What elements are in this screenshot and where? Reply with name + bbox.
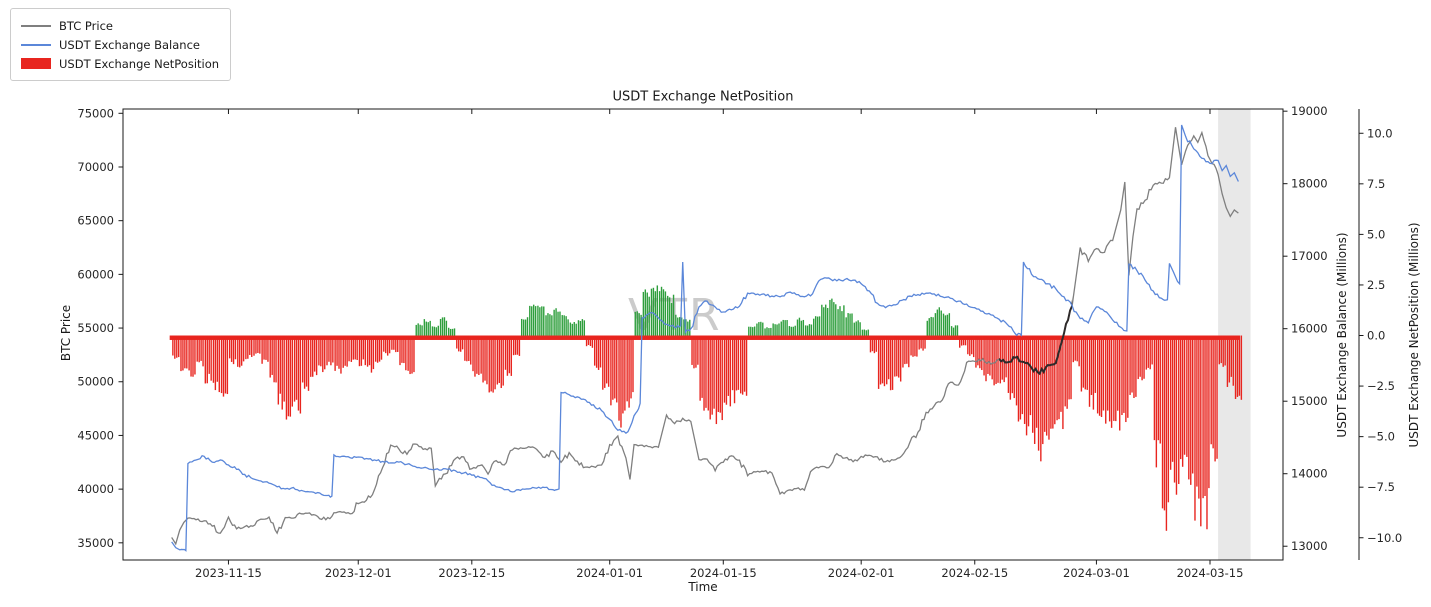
btc-line-swatch [21,24,51,27]
legend: BTC Price USDT Exchange Balance USDT Exc… [10,8,232,81]
svg-text:2024-01-01: 2024-01-01 [576,566,643,580]
legend-item-usdt-netposition: USDT Exchange NetPosition [21,54,219,73]
svg-text:50000: 50000 [77,375,114,389]
svg-text:2024-01-15: 2024-01-15 [690,566,757,580]
svg-text:19000: 19000 [1291,104,1328,118]
chart-title: USDT Exchange NetPosition [612,89,794,105]
svg-text:−2.5: −2.5 [1367,379,1395,393]
svg-text:75000: 75000 [77,106,114,120]
right-y-axis-netposition-label: USDT Exchange NetPosition (Millions) [1407,222,1421,448]
svg-text:16000: 16000 [1291,322,1328,336]
svg-text:15000: 15000 [1291,394,1328,408]
svg-text:18000: 18000 [1291,177,1328,191]
netposition-bars [169,285,1243,531]
svg-text:−10.0: −10.0 [1367,531,1402,545]
svg-text:45000: 45000 [77,428,114,442]
svg-text:55000: 55000 [77,321,114,335]
svg-text:40000: 40000 [77,482,114,496]
svg-text:2023-12-01: 2023-12-01 [325,566,392,580]
legend-label: USDT Exchange Balance [59,37,200,52]
svg-text:2024-02-15: 2024-02-15 [941,566,1008,580]
x-axis-label: Time [688,580,718,594]
svg-text:17000: 17000 [1291,249,1328,263]
highlight-band [1218,109,1251,560]
svg-text:10.0: 10.0 [1367,126,1393,140]
right-y-axis-balance-label: USDT Exchange Balance (Millions) [1335,232,1349,438]
svg-text:13000: 13000 [1291,539,1328,553]
legend-label: USDT Exchange NetPosition [59,56,220,71]
axes: 2023-11-15 2023-12-01 2023-12-15 2024-01-01… [77,104,1402,580]
svg-text:2023-12-15: 2023-12-15 [438,566,505,580]
svg-text:14000: 14000 [1291,467,1328,481]
legend-item-btc-price: BTC Price [21,16,219,35]
svg-text:2.5: 2.5 [1367,278,1385,292]
legend-item-usdt-balance: USDT Exchange Balance [21,35,219,54]
netposition-patch-swatch [21,58,51,69]
svg-text:−5.0: −5.0 [1367,430,1395,444]
svg-text:70000: 70000 [77,160,114,174]
svg-text:65000: 65000 [77,214,114,228]
svg-text:−7.5: −7.5 [1367,480,1395,494]
price-and-balance-lines [171,124,1239,552]
svg-text:2024-03-15: 2024-03-15 [1177,566,1244,580]
svg-text:5.0: 5.0 [1367,227,1385,241]
legend-label: BTC Price [59,18,113,33]
svg-text:2024-03-01: 2024-03-01 [1063,566,1130,580]
svg-text:7.5: 7.5 [1367,177,1385,191]
balance-line-swatch [21,43,51,46]
svg-text:60000: 60000 [77,267,114,281]
svg-text:2023-11-15: 2023-11-15 [195,566,262,580]
left-y-axis-label: BTC Price [59,304,73,362]
svg-text:2024-02-01: 2024-02-01 [828,566,895,580]
svg-text:0.0: 0.0 [1367,329,1385,343]
svg-text:35000: 35000 [77,536,114,550]
